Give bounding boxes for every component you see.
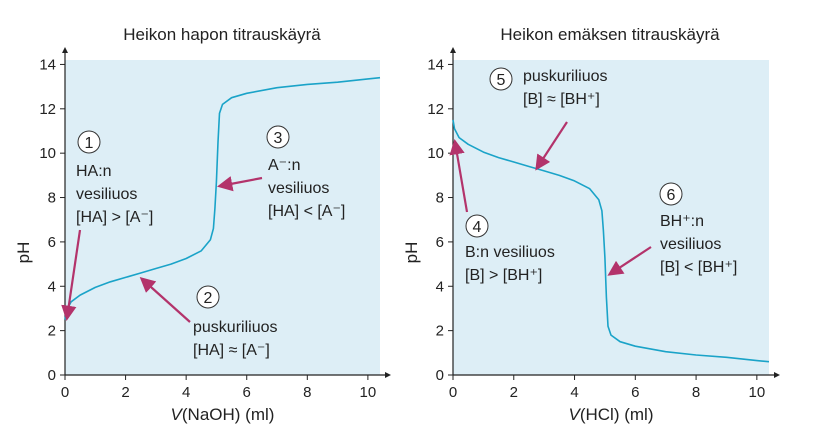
annotation-text-line: vesiliuos [268, 180, 329, 197]
chart-title: Heikon emäksen titrauskäyrä [500, 25, 720, 44]
y-tick-label: 12 [427, 101, 444, 118]
y-tick-label: 10 [39, 145, 56, 162]
plot-area [453, 60, 769, 375]
annotation-text-line: vesiliuos [660, 236, 721, 253]
annotation-text-line: [B] > [BH⁺] [465, 267, 542, 284]
x-tick-label: 2 [121, 384, 129, 401]
chart-panel-2: Heikon emäksen titrauskäyrä 0 2 4 6 8 10 12 14 0 2… [402, 25, 780, 424]
y-tick-label: 14 [427, 56, 444, 73]
annotation-number-circle [489, 67, 513, 91]
annotation-text-line: [B] ≈ [BH⁺] [523, 91, 600, 108]
annotation-text-line: [HA] < [A⁻] [268, 203, 345, 220]
chart-title: Heikon hapon titrauskäyrä [123, 25, 321, 44]
annotation-2: 2 puskuriliuos [HA] ≈ [A⁻] [139, 276, 277, 359]
x-tick-label: 4 [570, 384, 578, 401]
x-tick-label: 0 [449, 384, 457, 401]
annotation-number: 3 [274, 130, 283, 147]
x-tick-label: 8 [692, 384, 700, 401]
annotation-number-circle [465, 214, 489, 238]
annotation-1: 1 HA:n vesiliuos [HA] > [A⁻] [61, 130, 153, 322]
x-axis-label-italic: V [171, 405, 184, 424]
x-axis-label-rest: (NaOH) (ml) [182, 405, 275, 424]
annotation-number: 4 [473, 219, 482, 236]
x-tick-label: 6 [243, 384, 251, 401]
y-axis-label: pH [14, 242, 33, 264]
annotation-number: 6 [667, 187, 676, 204]
annotation-text-line: [HA] ≈ [A⁻] [193, 342, 270, 359]
y-tick-label: 6 [436, 234, 444, 251]
annotation-4: 4 B:n vesiliuos [B] > [BH⁺] [449, 138, 555, 284]
y-tick-label: 0 [48, 367, 56, 384]
titration-curve [452, 119, 770, 363]
annotation-number-circle [77, 130, 101, 154]
annotation-arrow [216, 176, 263, 192]
x-axis-label: V(HCl) (ml) [569, 405, 654, 424]
x-tick-label: 10 [360, 384, 377, 401]
y-tick-label: 8 [436, 190, 444, 207]
x-axis-label: V(NaOH) (ml) [171, 405, 275, 424]
annotation-text-line: [HA] > [A⁻] [76, 209, 153, 226]
annotation-arrow [535, 121, 568, 171]
x-tick-label: 2 [510, 384, 518, 401]
annotation-text-line: BH⁺:n [660, 213, 704, 230]
plot-area [65, 60, 380, 375]
y-tick-label: 14 [39, 56, 56, 73]
annotation-text-line: HA:n [76, 163, 112, 180]
annotation-3: 3 A⁻:n vesiliuos [HA] < [A⁻] [216, 125, 345, 220]
y-tick-label: 4 [436, 278, 444, 295]
y-tick-label: 0 [436, 367, 444, 384]
y-tick-label: 2 [48, 323, 56, 340]
y-tick-label: 6 [48, 234, 56, 251]
annotation-arrow [61, 229, 82, 322]
annotation-arrow [449, 138, 469, 213]
annotation-text-line: vesiliuos [76, 186, 137, 203]
x-tick-label: 10 [749, 384, 766, 401]
annotation-text-line: puskuriliuos [193, 319, 277, 336]
annotation-arrow [607, 246, 652, 276]
titration-curve [64, 76, 381, 320]
x-axis-label-italic: V [569, 405, 582, 424]
y-tick-label: 4 [48, 278, 56, 295]
x-tick-label: 4 [182, 384, 190, 401]
annotation-number-circle [266, 125, 290, 149]
annotation-number: 1 [85, 135, 94, 152]
annotation-number-circle [659, 182, 683, 206]
annotation-6: 6 BH⁺:n vesiliuos [B] < [BH⁺] [607, 182, 737, 276]
annotation-text-line: B:n vesiliuos [465, 244, 555, 261]
annotation-text-line: A⁻:n [268, 157, 300, 174]
y-tick-label: 2 [436, 323, 444, 340]
x-axis-label-rest: (HCl) (ml) [580, 405, 654, 424]
annotation-arrow [139, 276, 191, 323]
annotation-number: 2 [204, 290, 213, 307]
y-tick-label: 8 [48, 190, 56, 207]
y-tick-label: 12 [39, 101, 56, 118]
annotation-text-line: [B] < [BH⁺] [660, 259, 737, 276]
y-tick-label: 10 [427, 145, 444, 162]
x-tick-label: 8 [303, 384, 311, 401]
annotation-number: 5 [497, 72, 506, 89]
x-tick-label: 6 [631, 384, 639, 401]
annotation-number-circle [196, 285, 220, 309]
x-tick-label: 0 [61, 384, 69, 401]
annotation-text-line: puskuriliuos [523, 68, 607, 85]
annotation-5: 5 puskuriliuos [B] ≈ [BH⁺] [489, 67, 607, 171]
y-axis-label: pH [402, 242, 421, 264]
